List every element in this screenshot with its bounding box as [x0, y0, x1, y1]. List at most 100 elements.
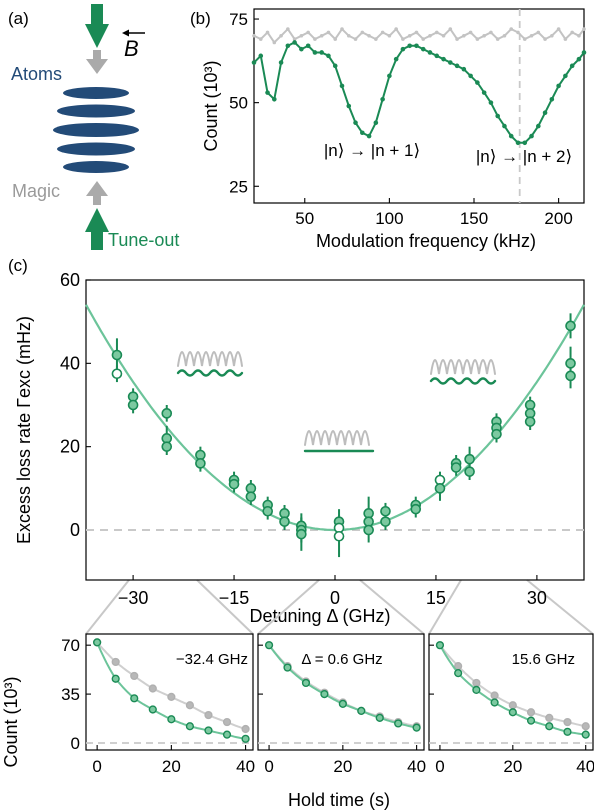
- hold-panel-center: 0 20 40 Δ = 0.6 GHz: [257, 633, 426, 776]
- green-data-point: [387, 73, 392, 79]
- panel-b-label: (b): [190, 9, 211, 28]
- x-tick-label: 150: [460, 209, 488, 228]
- x-tick-label: 0: [330, 588, 340, 608]
- gray-data-point: [407, 33, 412, 38]
- x-tick-label: 30: [527, 588, 547, 608]
- gray-data-point: [545, 713, 554, 722]
- gray-data-point: [299, 33, 304, 38]
- gray-data-point: [581, 722, 590, 731]
- gray-data-point: [448, 27, 453, 31]
- green-data-point: [292, 40, 297, 45]
- gray-data-point: [258, 37, 263, 41]
- gray-data-point: [441, 33, 446, 38]
- plot-frame: [257, 633, 425, 751]
- green-data-point: [461, 66, 467, 72]
- green-data-point: [283, 663, 292, 672]
- panel-a-label: (a): [8, 9, 29, 28]
- green-data-point: [400, 46, 406, 52]
- green-data-point: [542, 110, 548, 115]
- hold-panel-left: 0 20 40 0 35 70 −32.4 GHz: [61, 633, 255, 776]
- green-data-point: [508, 708, 517, 717]
- gray-data-point: [292, 37, 297, 41]
- data-point: [410, 503, 422, 515]
- gray-series-line: [253, 27, 585, 44]
- green-data-point: [454, 63, 460, 69]
- gray-data-point: [536, 30, 541, 35]
- hold-xlabel: Hold time (s): [288, 790, 390, 810]
- gray-data-point: [434, 30, 439, 35]
- annotation-n-to-n1: |n⟩ → |n + 1⟩: [324, 141, 420, 160]
- data-point: [380, 516, 391, 527]
- gray-data-point: [516, 30, 520, 35]
- data-point: [111, 368, 123, 380]
- gray-data-point: [204, 710, 213, 720]
- y-tick-label: 75: [229, 10, 248, 29]
- magic-arrow-down-icon: [86, 50, 108, 74]
- green-data-point: [130, 694, 139, 703]
- y-tick-label: 60: [60, 270, 80, 290]
- gray-data-point: [279, 33, 283, 38]
- green-data-point: [563, 727, 572, 736]
- gray-data-point: [482, 33, 486, 38]
- green-data-point: [204, 726, 213, 735]
- y-tick-label: 20: [60, 437, 80, 457]
- x-tick-label: 20: [333, 757, 352, 776]
- green-data-point: [495, 113, 500, 119]
- green-data-point: [360, 130, 365, 136]
- gray-data-point: [455, 37, 459, 41]
- x-tick-label: 40: [236, 757, 255, 776]
- gray-data-point: [550, 33, 554, 38]
- green-data-point: [353, 120, 358, 126]
- green-data-point: [508, 133, 514, 139]
- gray-data-point: [286, 27, 290, 31]
- gray-data-point: [475, 37, 480, 41]
- data-point: [434, 483, 446, 494]
- green-data-point: [241, 734, 250, 743]
- data-point: [245, 491, 257, 502]
- green-data-point: [258, 53, 264, 59]
- data-point: [127, 399, 139, 411]
- green-data-point: [299, 46, 304, 52]
- gray-data-point: [380, 30, 385, 35]
- gray-data-point: [509, 27, 514, 31]
- green-data-point: [185, 722, 195, 731]
- green-data-point: [326, 53, 331, 59]
- green-data-point: [427, 50, 433, 55]
- data-point: [363, 524, 374, 536]
- y-tick-label: 70: [61, 636, 80, 655]
- atom-lattice-icon: [53, 87, 139, 173]
- gray-data-point: [468, 30, 473, 35]
- green-data-point: [576, 56, 582, 62]
- tuneout-arrow-up-icon: [85, 208, 109, 250]
- data-point: [380, 505, 391, 517]
- lattice-inset-left-icon: [176, 351, 244, 377]
- gray-data-point: [319, 33, 324, 38]
- x-tick-label: 20: [162, 757, 181, 776]
- green-data-point: [265, 90, 270, 95]
- panel-label: −32.4 GHz: [176, 651, 248, 668]
- green-data-point: [305, 43, 311, 49]
- green-data-point: [526, 716, 536, 725]
- green-data-point: [366, 133, 372, 139]
- gray-data-point: [508, 701, 517, 710]
- green-data-point: [394, 719, 403, 728]
- gray-data-point: [360, 30, 365, 35]
- data-point: [228, 478, 240, 490]
- data-point: [296, 528, 307, 540]
- green-data-point: [549, 97, 555, 102]
- data-point: [111, 349, 123, 361]
- tuneout-label: Tune-out: [108, 230, 179, 250]
- x-tick-label: 100: [375, 209, 403, 228]
- gray-data-point: [130, 671, 139, 681]
- gray-data-point: [333, 37, 338, 41]
- y-tick-label: 40: [60, 353, 80, 373]
- green-data-point: [536, 123, 541, 129]
- y-tick-label: 50: [229, 94, 248, 113]
- x-tick-label: 40: [407, 757, 426, 776]
- green-data-point: [338, 699, 347, 708]
- green-data-point: [529, 133, 534, 139]
- gray-data-point: [428, 33, 432, 38]
- data-point: [491, 428, 502, 440]
- panel-c-label: (c): [8, 256, 28, 275]
- green-data-point: [563, 73, 568, 79]
